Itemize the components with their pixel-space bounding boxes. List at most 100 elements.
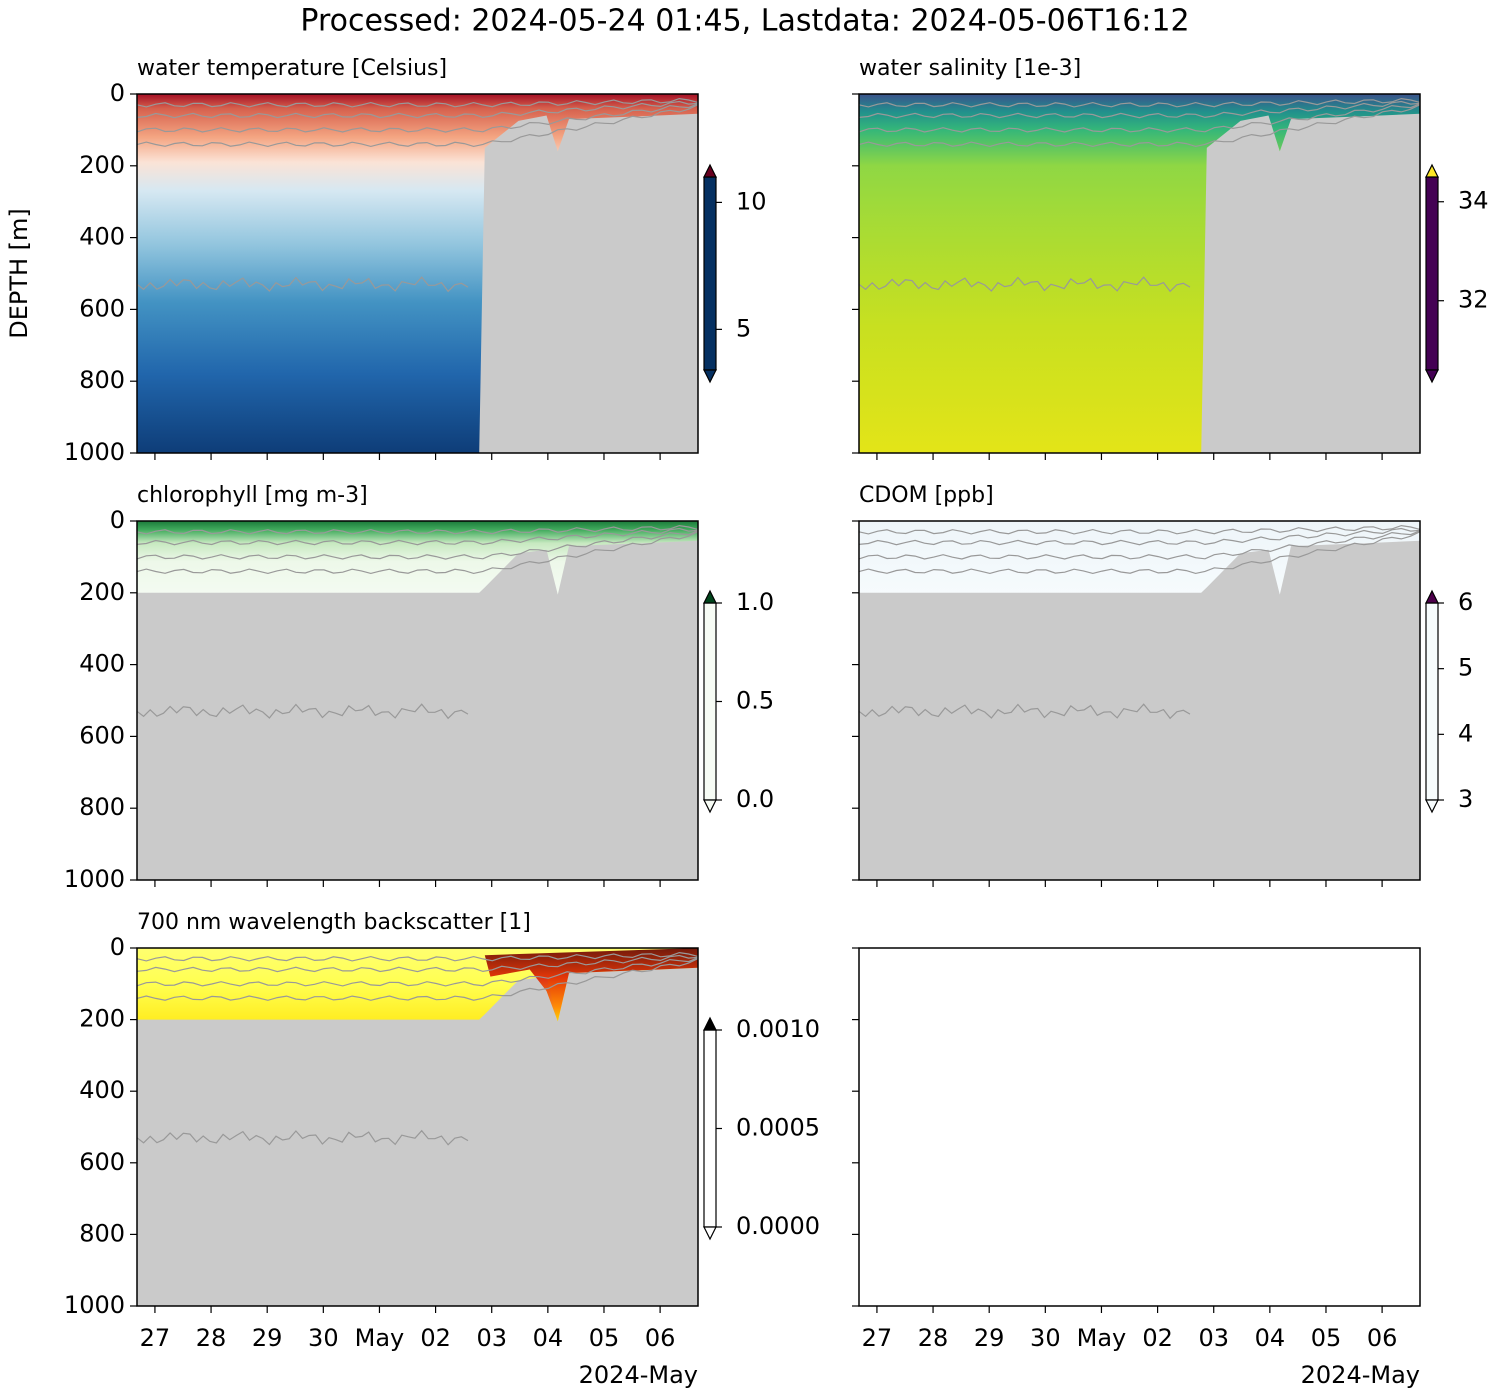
panel-title: water temperature [Celsius] [137,56,447,81]
y-tick-label: 800 [79,1219,125,1247]
x-tick-label: 03 [1198,1324,1229,1352]
contour-line [858,530,1421,560]
contour-line [858,103,1421,133]
colorbar-extend [1425,589,1439,604]
panel: 10 5 water temperature [Celsius] DEPTH [m] 0… [5,56,767,466]
x-tick-label: 27 [862,1324,893,1352]
colorbar-extend [703,163,717,178]
y-tick-label: 0 [110,933,125,961]
panel: 34 32 water salinity [1e-3] [852,56,1489,460]
colorbar-tick-label: 32 [1458,286,1489,314]
contour-line [136,530,699,560]
colorbar-tick-label: 10 [736,187,767,215]
y-tick-label: 0 [110,79,125,107]
axes-frame [858,947,1421,1307]
y-tick-label: 1000 [64,438,125,466]
x-tick-label: 06 [1367,1324,1398,1352]
y-tick-label: 200 [79,151,125,179]
y-axis-label: DEPTH [m] [5,208,33,339]
x-tick-label: 05 [589,1324,620,1352]
contour-line [136,1129,469,1146]
x-offset-label: 2024-May [579,1361,698,1389]
x-tick-label: 02 [420,1324,451,1352]
colorbar-extend [703,589,717,604]
colorbar [703,176,717,371]
contour-line [136,951,699,962]
panel-title: chlorophyll [mg m-3] [137,483,368,508]
section-field [484,948,698,1022]
axes-frame [136,520,699,881]
colorbar-tick-label: 0.5 [736,687,774,715]
colorbar-tick-label: 3 [1458,785,1473,813]
colorbar [1425,602,1439,801]
contour-line [136,103,699,133]
x-tick-label: 06 [645,1324,676,1352]
panel: 1.0 0.5 0.0 chlorophyll [mg m-3] 0 200 400 600 8… [64,483,774,893]
y-tick-label: 600 [79,294,125,322]
colorbar-extend [703,369,717,384]
contour-line [858,276,1191,293]
colorbar-extend [1425,369,1439,384]
x-tick-label: 29 [252,1324,283,1352]
x-offset-label: 2024-May [1301,1361,1420,1389]
colorbar-tick-label: 1.0 [736,588,774,616]
axes-frame [858,93,1421,454]
y-tick-label: 200 [79,578,125,606]
y-tick-label: 0 [110,506,125,534]
colorbar-tick-label: 5 [736,314,751,342]
panel: 6 5 4 3 CDOM [ppb] [852,483,1473,887]
x-tick-label: 03 [476,1324,507,1352]
colorbar [703,602,717,801]
contour-line [858,97,1421,108]
contour-line [858,703,1191,720]
panel-title: water salinity [1e-3] [859,56,1081,81]
y-tick-label: 800 [79,366,125,394]
x-tick-label: 05 [1311,1324,1342,1352]
colorbar-tick-label: 34 [1458,187,1489,215]
x-tick-label: 28 [918,1324,949,1352]
contour-line [136,958,699,1001]
x-tick-label: 28 [196,1324,227,1352]
colorbar-extend [703,799,717,814]
panel-title: CDOM [ppb] [859,483,994,508]
colorbar-extend [703,1016,717,1031]
y-tick-label: 200 [79,1005,125,1033]
colorbar [1425,176,1439,371]
contour-line [858,524,1421,535]
colorbar-tick-label: 6 [1458,588,1473,616]
y-tick-label: 400 [79,650,125,678]
panel: 0.0010 0.0005 0.0000 700 nm wavelength back… [64,910,820,1389]
colorbar-tick-label: 0.0000 [736,1212,820,1240]
contour-line [858,531,1421,575]
x-tick-label: May [355,1324,405,1352]
y-tick-label: 1000 [64,865,125,893]
contour-line [136,954,699,973]
contour-line [136,957,699,987]
y-tick-label: 400 [79,1076,125,1104]
contour-line [136,524,699,535]
contour-line [858,100,1421,119]
x-tick-label: 04 [533,1324,564,1352]
colorbar-tick-label: 5 [1458,654,1473,682]
contour-line [136,703,469,720]
colorbar [703,1029,717,1228]
contour-line [136,527,699,546]
axes-frame [136,947,699,1307]
contour-line [136,531,699,575]
colorbar-extend [703,1226,717,1241]
y-tick-label: 600 [79,1148,125,1176]
contour-line [858,104,1421,148]
y-tick-label: 800 [79,793,125,821]
colorbar-tick-label: 0.0005 [736,1114,820,1142]
contour-line [136,276,469,293]
colorbar-tick-label: 0.0 [736,785,774,813]
x-tick-label: May [1077,1324,1127,1352]
x-tick-label: 29 [974,1324,1005,1352]
contour-line [136,104,699,148]
section-field [137,94,698,453]
x-tick-label: 30 [1030,1324,1061,1352]
panel: 27 28 29 30 May 02 03 04 05 06 2024-May [852,947,1421,1389]
contour-line [858,527,1421,546]
y-tick-label: 1000 [64,1291,125,1319]
